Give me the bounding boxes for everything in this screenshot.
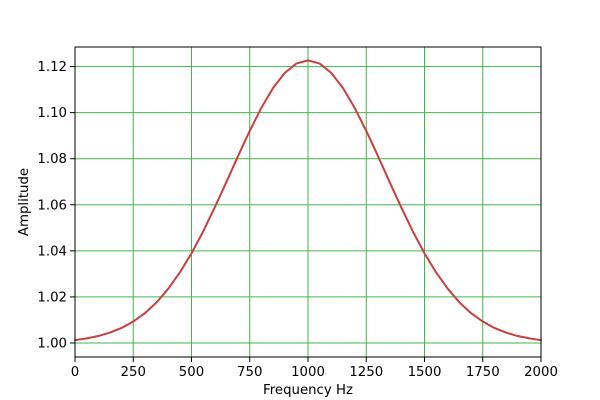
y-axis-label: Amplitude (17, 168, 32, 236)
y-tick-label: 1.00 (37, 336, 67, 351)
x-tick-label: 1000 (291, 365, 325, 380)
x-tick-label: 1500 (408, 365, 442, 380)
tick-label-layer: 0 250 500 750 1000 1250 1500 1750 2000 1.00 1.02 1.… (37, 60, 558, 380)
y-tick-label: 1.06 (37, 198, 67, 213)
y-tick-label: 1.02 (37, 290, 67, 305)
y-tick-label: 1.08 (37, 152, 67, 167)
y-tick-label: 1.04 (37, 244, 67, 259)
amplitude-curve (74, 59, 542, 342)
x-tick-label: 1750 (466, 365, 500, 380)
x-tick-label: 1250 (349, 365, 383, 380)
y-tick-label: 1.12 (37, 60, 67, 75)
x-tick-label: 250 (121, 365, 146, 380)
x-tick-label: 750 (237, 365, 262, 380)
x-axis-label: Frequency Hz (263, 383, 353, 398)
y-tick-label: 1.10 (37, 106, 67, 121)
tick-layer (70, 66, 542, 362)
x-tick-label: 0 (71, 365, 79, 380)
x-tick-label: 2000 (524, 365, 558, 380)
x-tick-label: 500 (179, 365, 204, 380)
curve-layer (74, 59, 542, 342)
grid-layer (74, 47, 542, 357)
